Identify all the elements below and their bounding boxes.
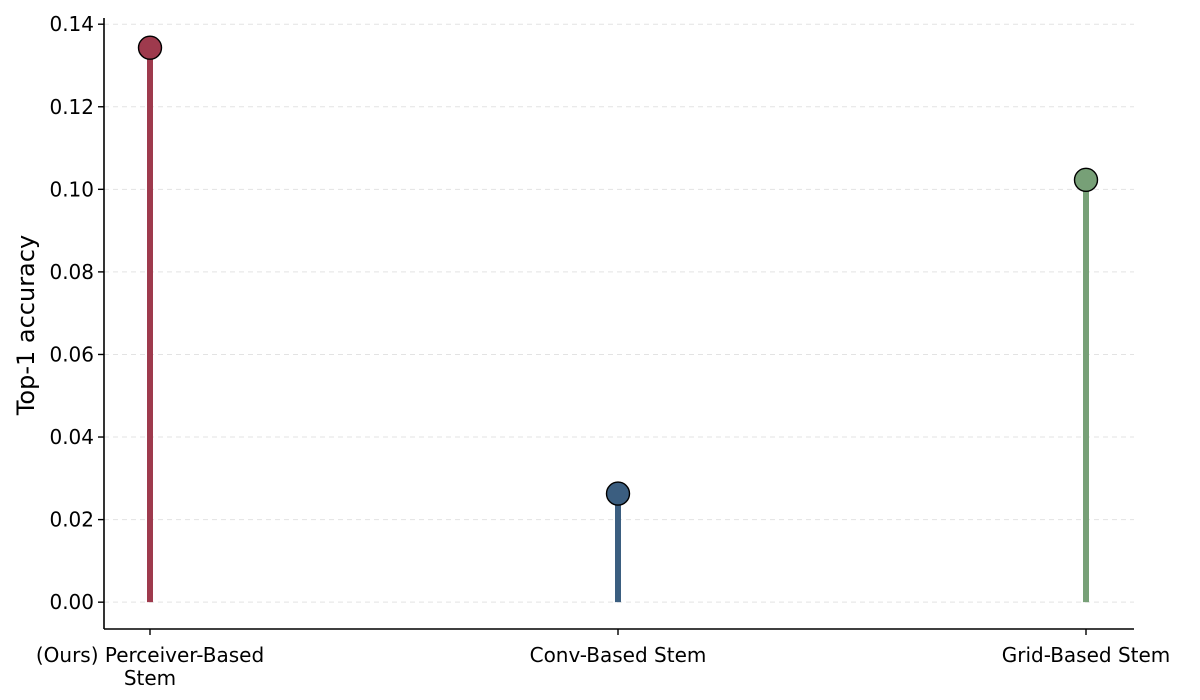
y-tick-label: 0.04 [49, 425, 94, 449]
x-tick-label: Grid-Based Stem [1002, 643, 1171, 667]
axes [103, 18, 1134, 630]
stems [147, 47, 1089, 603]
gridlines [104, 23, 1134, 603]
y-axis-label: Top-1 accuracy [12, 235, 40, 416]
y-tick-label: 0.02 [49, 508, 94, 532]
y-tick-label: 0.08 [49, 260, 94, 284]
x-tick-label: Stem [124, 666, 176, 690]
x-tick-label: (Ours) Perceiver-Based [36, 643, 264, 667]
markers [137, 35, 1099, 506]
y-tick-label: 0.06 [49, 342, 94, 366]
y-tick-label: 0.12 [49, 95, 94, 119]
x-tick-label: Conv-Based Stem [530, 643, 707, 667]
y-tick-label: 0.00 [49, 590, 94, 614]
lollipop-marker [137, 35, 163, 60]
lollipop-marker [605, 481, 631, 506]
y-ticks: 0.00 0.02 0.04 0.06 0.08 0.10 0.12 0.14 [49, 12, 104, 614]
y-tick-label: 0.10 [49, 177, 94, 201]
lollipop-marker [1073, 167, 1099, 193]
y-tick-label: 0.14 [49, 12, 94, 36]
